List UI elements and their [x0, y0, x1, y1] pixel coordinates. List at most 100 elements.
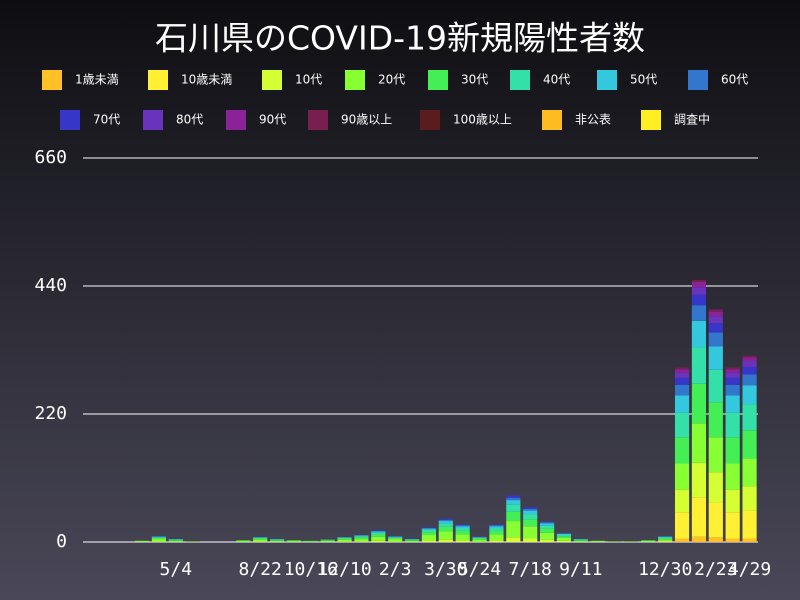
- bar-segment: [674, 372, 690, 378]
- legend-label: 90代: [259, 113, 286, 127]
- bar-segment: [337, 538, 352, 540]
- bar-segment: [708, 402, 723, 438]
- bar-segment: [742, 404, 757, 431]
- bar-segment: [691, 536, 707, 542]
- bar-segment: [489, 524, 504, 526]
- bar-segment: [674, 395, 690, 413]
- legend-label: 10歳未満: [181, 73, 232, 87]
- bar-segment: [556, 533, 572, 534]
- bar-segment: [691, 305, 707, 321]
- bar-segment: [354, 539, 369, 542]
- bar-segment: [725, 512, 740, 539]
- bar-segment: [438, 523, 453, 527]
- bar-segment: [438, 539, 453, 542]
- x-tick-label: 12/30: [638, 559, 692, 580]
- x-tick-label: 10/16: [284, 559, 338, 580]
- legend-label: 60代: [721, 73, 748, 87]
- bar-segment: [708, 346, 723, 370]
- bar-segment: [725, 463, 740, 490]
- bar-segment: [742, 430, 757, 459]
- bar-segment: [506, 504, 521, 512]
- bar-segment: [708, 472, 723, 503]
- bar-segment: [708, 437, 723, 473]
- bar-segment: [742, 355, 757, 358]
- legend-swatch: [345, 70, 365, 90]
- bar-segment: [708, 309, 723, 312]
- bar-segment: [303, 541, 318, 542]
- bar-segment: [455, 530, 470, 535]
- bar-segment: [489, 534, 504, 541]
- bar-segment: [151, 541, 167, 542]
- bar-segment: [742, 458, 757, 487]
- legend-swatch: [60, 110, 80, 130]
- bar-segment: [556, 540, 572, 542]
- bar-segment: [742, 385, 757, 405]
- bar-segment: [725, 377, 740, 385]
- bar-segment: [286, 540, 302, 542]
- bar-segment: [269, 539, 285, 541]
- bar-segment: [253, 537, 268, 538]
- bar-segment: [354, 541, 369, 542]
- legend-swatch: [641, 110, 661, 130]
- bar-segment: [523, 538, 538, 542]
- bar-segment: [674, 367, 690, 370]
- x-tick-label: 2/23: [694, 559, 737, 580]
- bar-segment: [455, 528, 470, 531]
- bar-segment: [236, 540, 251, 541]
- bar-segment: [590, 540, 605, 542]
- bar-segment: [421, 540, 437, 542]
- bar-segment: [742, 510, 757, 539]
- legend-swatch: [42, 70, 62, 90]
- bar-segment: [455, 534, 470, 541]
- bar-segment: [438, 526, 453, 532]
- bar-segment: [303, 540, 318, 542]
- bar-segment: [168, 540, 183, 541]
- bar-segment: [691, 320, 707, 348]
- legend-label: 50代: [630, 73, 657, 87]
- bar-segment: [388, 537, 403, 540]
- y-tick-label: 220: [34, 403, 67, 424]
- bar-segment: [573, 540, 588, 541]
- bar-segment: [455, 524, 470, 526]
- bar-segment: [489, 530, 504, 535]
- y-tick-label: 0: [56, 531, 67, 552]
- bar-segment: [269, 540, 285, 541]
- bar-segment: [691, 383, 707, 424]
- bar-segment: [641, 540, 656, 541]
- bar-segment: [691, 347, 707, 384]
- bar-segment: [674, 512, 690, 539]
- bar-segment: [539, 521, 555, 523]
- bar-segment: [438, 519, 453, 522]
- bar-segment: [253, 539, 268, 542]
- bar-segment: [404, 540, 420, 542]
- x-tick-label: 7/18: [509, 559, 552, 580]
- bar-segment: [337, 539, 352, 542]
- bar-segment: [253, 541, 268, 542]
- x-tick-label: 4/29: [728, 559, 771, 580]
- x-tick-label: 5/24: [458, 559, 501, 580]
- bar-segment: [371, 536, 386, 541]
- bar-segment: [691, 280, 707, 282]
- bar-segment: [421, 532, 437, 536]
- bar-segment: [674, 489, 690, 513]
- bar-segment: [708, 332, 723, 347]
- bar-segment: [438, 531, 453, 540]
- bar-segment: [472, 537, 487, 539]
- bar-segment: [742, 366, 757, 375]
- bar-segment: [354, 537, 369, 540]
- legend-swatch: [262, 70, 282, 90]
- legend-swatch: [308, 110, 328, 130]
- bar-segment: [674, 538, 690, 542]
- bar-segment: [691, 281, 707, 288]
- bar-segment: [371, 531, 386, 533]
- bar-segment: [455, 540, 470, 542]
- bar-segment: [472, 536, 487, 538]
- bar-segment: [269, 539, 285, 540]
- x-tick-label: 9/11: [559, 559, 602, 580]
- bar-segment: [286, 540, 302, 541]
- bar-segment: [421, 527, 437, 529]
- bar-segment: [151, 536, 167, 538]
